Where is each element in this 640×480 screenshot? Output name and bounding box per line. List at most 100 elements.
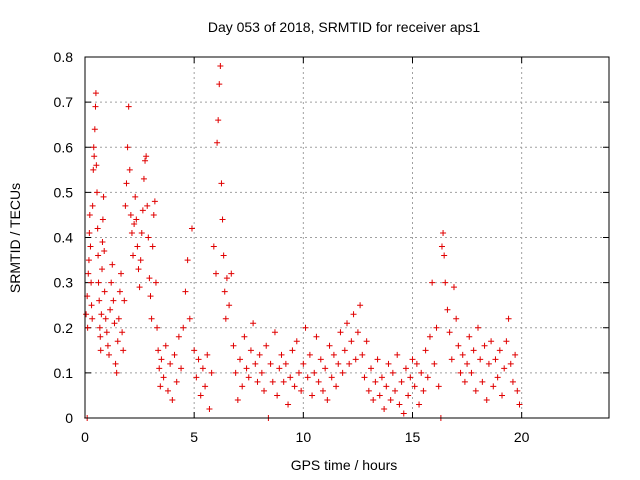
data-point [90, 166, 97, 173]
data-point [354, 329, 361, 336]
data-point [193, 374, 200, 381]
data-point [195, 356, 202, 363]
data-point [490, 383, 497, 390]
data-point [315, 378, 322, 385]
data-point [97, 333, 104, 340]
data-point [144, 202, 151, 209]
data-point [263, 342, 270, 349]
data-point [156, 365, 163, 372]
data-point [448, 356, 455, 363]
data-point [199, 365, 206, 372]
data-point [298, 387, 305, 394]
y-tick-label: 0.5 [54, 184, 74, 200]
x-tick-label: 0 [81, 429, 89, 445]
data-point [499, 392, 506, 399]
data-point [271, 329, 278, 336]
data-point [363, 338, 370, 345]
data-point [88, 279, 95, 286]
data-point [247, 347, 254, 354]
data-point [164, 387, 171, 394]
data-point [222, 315, 229, 322]
data-point [394, 351, 401, 358]
x-tick-label: 10 [296, 429, 312, 445]
data-point [409, 356, 416, 363]
data-point [317, 356, 324, 363]
data-point [99, 266, 106, 273]
data-point [429, 279, 436, 286]
y-tick-label: 0.1 [54, 365, 74, 381]
y-tick-label: 0.2 [54, 320, 74, 336]
data-point [204, 351, 211, 358]
data-point [89, 315, 96, 322]
data-point [481, 342, 488, 349]
data-point [289, 347, 296, 354]
data-point [83, 311, 90, 318]
data-point [109, 261, 116, 268]
data-point [167, 360, 174, 367]
data-point [311, 369, 318, 376]
data-point [243, 365, 250, 372]
data-point [319, 387, 326, 394]
y-tick-label: 0.8 [54, 49, 74, 65]
y-tick-label: 0.3 [54, 275, 74, 291]
data-point [335, 360, 342, 367]
data-point [99, 216, 106, 223]
data-point [96, 324, 103, 331]
data-point [218, 180, 225, 187]
data-point [123, 180, 130, 187]
data-point [479, 378, 486, 385]
data-point [287, 374, 294, 381]
data-point [442, 279, 449, 286]
data-point [223, 275, 230, 282]
data-point [148, 315, 155, 322]
data-point [116, 288, 123, 295]
data-point [389, 369, 396, 376]
data-point [352, 356, 359, 363]
data-point [431, 360, 438, 367]
data-point [254, 378, 261, 385]
data-point [464, 360, 471, 367]
data-point [461, 378, 468, 385]
data-point [492, 356, 499, 363]
data-points [83, 63, 523, 421]
data-point [418, 369, 425, 376]
y-tick-label: 0.7 [54, 94, 74, 110]
data-point [101, 248, 108, 255]
data-point [95, 252, 102, 259]
data-point [411, 383, 418, 390]
data-point [426, 333, 433, 340]
data-point [140, 175, 147, 182]
data-point [261, 387, 268, 394]
data-point [202, 383, 209, 390]
data-point [357, 302, 364, 309]
data-point [154, 324, 161, 331]
x-tick-label: 5 [190, 429, 198, 445]
data-point [322, 365, 329, 372]
data-point [146, 275, 153, 282]
data-point [84, 324, 91, 331]
data-point [96, 297, 103, 304]
data-point [226, 302, 233, 309]
data-point [239, 383, 246, 390]
data-point [503, 338, 510, 345]
data-point [252, 360, 259, 367]
data-point [173, 378, 180, 385]
data-point [470, 347, 477, 354]
plot-frame [84, 56, 610, 419]
data-point [89, 202, 96, 209]
data-point [111, 320, 118, 327]
data-point [398, 378, 405, 385]
data-point [516, 401, 523, 408]
data-point [381, 405, 388, 412]
data-point [385, 360, 392, 367]
data-point [374, 356, 381, 363]
data-point [100, 193, 107, 200]
data-point [387, 396, 394, 403]
data-point [94, 225, 101, 232]
data-point [98, 311, 105, 318]
data-point [501, 365, 508, 372]
data-point [306, 351, 313, 358]
data-point [103, 329, 110, 336]
data-point [86, 229, 93, 236]
